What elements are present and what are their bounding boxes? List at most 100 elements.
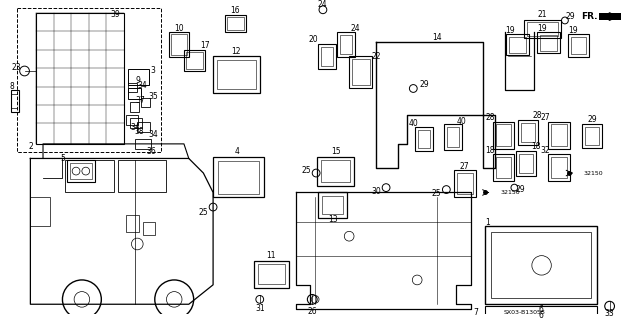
Text: 33: 33: [605, 309, 614, 318]
Text: 29: 29: [419, 80, 429, 89]
Bar: [127, 83, 138, 92]
Bar: [537, 32, 560, 53]
Text: 12: 12: [232, 47, 241, 56]
Text: 27: 27: [541, 113, 550, 122]
Bar: [213, 56, 260, 93]
Text: 7: 7: [473, 308, 478, 316]
Bar: [170, 32, 189, 57]
Text: 39: 39: [110, 10, 120, 19]
Bar: [135, 139, 151, 149]
Text: 20: 20: [308, 36, 318, 44]
Bar: [485, 227, 597, 304]
Bar: [227, 17, 244, 30]
Bar: [30, 197, 50, 227]
Bar: [125, 115, 138, 125]
Text: 25: 25: [432, 189, 442, 198]
Bar: [254, 260, 289, 288]
Text: 34: 34: [131, 123, 140, 132]
Text: 19: 19: [568, 26, 577, 35]
Bar: [138, 122, 150, 132]
Text: 19: 19: [537, 24, 547, 33]
Bar: [352, 59, 369, 84]
Text: 26: 26: [307, 307, 317, 316]
Text: 19: 19: [506, 26, 515, 35]
Text: 34: 34: [137, 81, 147, 90]
Text: 18: 18: [485, 146, 495, 155]
Text: 16: 16: [230, 6, 240, 15]
Text: 28: 28: [485, 113, 495, 122]
Bar: [524, 20, 561, 38]
Bar: [444, 124, 462, 150]
Text: 5: 5: [60, 154, 65, 163]
Text: 25: 25: [301, 166, 311, 175]
Text: 3: 3: [150, 67, 156, 76]
Text: 40: 40: [457, 117, 467, 126]
Bar: [586, 127, 599, 145]
Bar: [571, 37, 586, 54]
Bar: [496, 156, 511, 178]
Bar: [457, 173, 472, 195]
Text: 27: 27: [460, 162, 470, 171]
Bar: [599, 13, 621, 20]
Text: 17: 17: [200, 41, 210, 50]
Bar: [548, 154, 570, 181]
Bar: [213, 156, 264, 197]
Text: 28: 28: [533, 111, 543, 120]
Bar: [521, 123, 535, 142]
Text: 32150: 32150: [583, 171, 603, 176]
Bar: [65, 160, 114, 191]
Text: 29: 29: [566, 12, 575, 21]
Text: 6: 6: [538, 305, 543, 314]
Bar: [36, 13, 124, 144]
Bar: [349, 56, 372, 87]
Bar: [540, 35, 557, 51]
Text: FR.: FR.: [581, 12, 598, 21]
Bar: [118, 160, 166, 191]
Text: 4: 4: [235, 147, 240, 156]
Bar: [493, 154, 515, 181]
Bar: [582, 124, 602, 148]
Bar: [491, 232, 591, 299]
Bar: [17, 8, 161, 152]
Text: 23: 23: [12, 63, 22, 72]
Text: 29: 29: [588, 115, 597, 124]
Text: 6: 6: [538, 311, 543, 320]
Bar: [318, 192, 348, 218]
Bar: [127, 69, 149, 84]
Bar: [519, 154, 533, 173]
Text: 34: 34: [148, 130, 157, 139]
Bar: [527, 22, 558, 36]
Bar: [548, 122, 570, 149]
Bar: [217, 60, 256, 90]
Bar: [496, 124, 511, 146]
Text: 1: 1: [484, 218, 490, 227]
Bar: [321, 160, 350, 182]
Text: 25: 25: [198, 208, 208, 217]
Bar: [337, 32, 355, 57]
Text: 2: 2: [28, 142, 33, 151]
Bar: [485, 306, 597, 316]
Text: 29: 29: [515, 185, 525, 194]
Text: 10: 10: [174, 24, 184, 33]
Bar: [127, 87, 141, 99]
Bar: [322, 196, 343, 214]
Bar: [518, 120, 538, 145]
Bar: [225, 15, 246, 32]
Bar: [317, 156, 354, 186]
Bar: [131, 118, 142, 128]
Text: 37: 37: [135, 96, 145, 105]
Text: 11: 11: [267, 251, 276, 260]
Bar: [67, 160, 95, 182]
Bar: [493, 122, 515, 149]
Text: 24: 24: [317, 0, 327, 9]
Text: 38: 38: [134, 127, 144, 136]
Bar: [258, 264, 285, 284]
Bar: [447, 127, 459, 147]
Bar: [516, 151, 536, 176]
Bar: [340, 35, 352, 54]
Text: 36: 36: [146, 147, 156, 156]
Bar: [11, 91, 19, 112]
Text: 24: 24: [350, 24, 360, 33]
Text: 35: 35: [148, 92, 157, 101]
Bar: [129, 102, 140, 112]
